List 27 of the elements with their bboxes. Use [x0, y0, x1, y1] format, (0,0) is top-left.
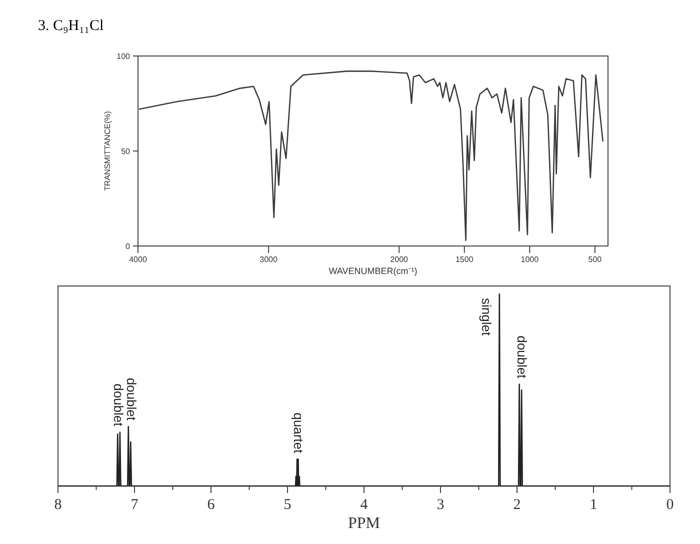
chart-title: 3. C₉H₁₁Cl: [38, 18, 104, 34]
y-tick-label: 0: [126, 242, 131, 251]
x-tick-label: 2000: [390, 255, 409, 264]
x-axis-title: PPM: [348, 515, 380, 532]
x-tick-label: 2: [513, 497, 521, 513]
x-tick-label: 4000: [129, 255, 148, 264]
y-axis-title: TRANSMITTANCE(%): [103, 110, 112, 191]
x-tick-label: 1: [590, 497, 598, 513]
y-tick-label: 50: [121, 147, 131, 156]
x-tick-label: 1500: [455, 255, 474, 264]
y-tick-label: 100: [116, 52, 131, 61]
x-tick-label: 6: [207, 497, 216, 513]
x-tick-label: 3: [436, 497, 444, 513]
x-tick-label: 1000: [520, 255, 540, 264]
x-tick-label: 3000: [260, 255, 278, 264]
x-tick-label: 7: [130, 497, 139, 513]
annotation: doublet: [514, 336, 530, 379]
x-axis-title: WAVENUMBER(cm⁻¹): [328, 266, 418, 276]
annotation: doublet: [124, 378, 140, 421]
x-tick-label: 4: [360, 497, 368, 513]
annotation: doublet: [111, 384, 126, 427]
x-tick-label: 8: [54, 497, 62, 513]
annotation: quartet: [291, 412, 306, 454]
x-tick-label: 5: [284, 497, 292, 513]
x-tick-label: 0: [666, 497, 674, 513]
x-tick-label: 500: [588, 255, 602, 264]
annotation: singlet: [478, 298, 494, 336]
